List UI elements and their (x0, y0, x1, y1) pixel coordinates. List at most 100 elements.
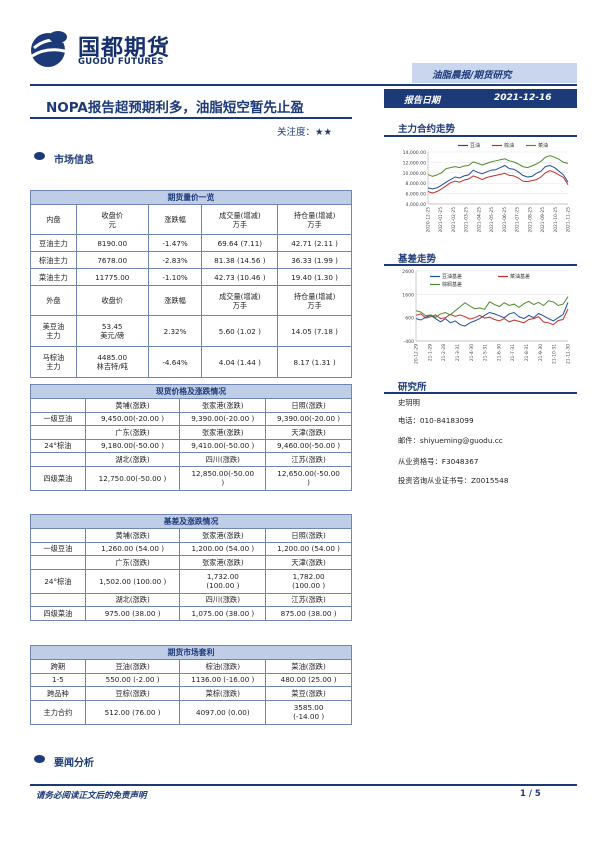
x-tick-label: 2020-12-25 (426, 207, 432, 233)
table-cell: 日照(涨跌) (265, 398, 352, 413)
table-cell: 36.33 (1.99 ) (277, 251, 352, 269)
row-label (30, 592, 86, 607)
table-cell: 张家港(涨跌) (179, 555, 267, 570)
table-cell: 42.73 (10.46 ) (201, 268, 279, 286)
y-tick-label: 4,000.00 (406, 202, 427, 208)
futures-trend-chart: 14,000.00 12,000.00 10,000.00 8,000.00 6,000… (403, 142, 572, 233)
table-cell: 江苏(涨跌) (265, 452, 352, 467)
table-cell: 12,650.00(-50.00 ) (265, 465, 352, 491)
table-cell: 棕油(涨跌) (179, 659, 267, 674)
table-cell: -1.47% (147, 234, 203, 252)
date-label: 报告日期 (404, 96, 441, 106)
table-cell: 9,390.00(-20.00 ) (179, 411, 267, 426)
table-cell: 广东(涨跌) (84, 425, 181, 440)
x-tick-label: 21-2-28 (441, 344, 447, 361)
footer-disclaimer: 请务必阅读正文后的免责声明 (36, 791, 147, 801)
y-tick-label: 8,000.00 (406, 181, 427, 187)
table-header: 涨跌幅 (147, 204, 203, 235)
table-cell: 4485.00 林吉特/吨 (75, 346, 149, 378)
basis-table-title: 基差及涨跌情况 (30, 514, 352, 529)
date-bar: 报告日期 2021-12-16 (384, 89, 577, 108)
news-title: 要闻分析 (54, 758, 94, 769)
table-cell: 张家港(涨跌) (179, 398, 267, 413)
table-cell: 9,410.00(-50.00 ) (179, 438, 267, 453)
table-cell: 张家港(涨跌) (179, 528, 267, 543)
table-header: 外盘 (30, 285, 77, 316)
table-cell: 1,502.00 (100.00 ) (84, 568, 181, 594)
page-title: NOPA报告超预期利多，油脂短空暂先止盈 (46, 100, 304, 116)
table-header: 持仓量(增减) 万手 (277, 285, 352, 316)
table-cell: 53.45 美元/磅 (75, 315, 149, 347)
row-label (30, 425, 86, 440)
table-cell: 四川(涨跌) (179, 592, 267, 607)
table-cell: 69.64 (7.11) (201, 234, 279, 252)
y-tick-label: 2600 (402, 269, 414, 275)
table-cell: 菜油(涨跌) (265, 659, 352, 674)
table-cell: 8.17 (1.31 ) (277, 346, 352, 378)
y-tick-label: 600 (405, 316, 414, 322)
title-rule (30, 117, 352, 119)
table-cell: 2.32% (147, 315, 203, 347)
series-line (415, 308, 569, 326)
table-header: 涨跌幅 (147, 285, 203, 316)
table-cell: 日照(涨跌) (265, 528, 352, 543)
table-cell: 12,850.00(-50.00 ) (179, 465, 267, 491)
table-header: 内盘 (30, 204, 77, 235)
row-label: 24°棕油 (30, 568, 86, 594)
x-tick-label: 2021-11-25 (566, 207, 572, 233)
table-cell: 8190.00 (75, 234, 149, 252)
table-header: 收盘价 元 (75, 204, 149, 235)
table-cell: 1,260.00 (54.00 ) (84, 541, 181, 556)
table-cell: 棕油主力 (30, 251, 77, 269)
x-tick-label: 21-5-31 (483, 344, 489, 361)
table-cell: 天津(涨跌) (265, 555, 352, 570)
y-tick-label: 12,000.00 (403, 160, 426, 166)
header-rule (30, 84, 577, 86)
x-tick-label: 21-7-31 (510, 344, 516, 361)
sidebar-rule-2 (384, 264, 577, 266)
legend-label: 豆油基差 (442, 273, 462, 280)
table-cell: 550.00 (-2.00 ) (84, 672, 181, 687)
table-cell: 美豆油 主力 (30, 315, 77, 347)
y-tick-label: -400 (404, 339, 415, 345)
table-cell: 975.00 (38.00 ) (84, 606, 181, 621)
row-label: 四级菜油 (30, 606, 86, 621)
row-label: 四级菜油 (30, 465, 86, 491)
x-tick-label: 2021-08-25 (527, 207, 533, 233)
market-info-title: 市场信息 (54, 155, 94, 166)
row-label (30, 528, 86, 543)
table-cell: 豆油主力 (30, 234, 77, 252)
series-line (427, 164, 569, 190)
analyst-phone: 电话：010-84183099 (398, 416, 474, 425)
table-cell: 广东(涨跌) (84, 555, 181, 570)
row-label (30, 555, 86, 570)
legend-label: 棕油 (504, 142, 514, 149)
table-cell: -4.64% (147, 346, 203, 378)
sidebar-rule-3 (384, 392, 577, 394)
x-tick-label: 21-11-30 (566, 344, 572, 364)
row-label: 24°棕油 (30, 438, 86, 453)
arb-table-title: 期货市场套利 (30, 645, 352, 660)
sidebar-rule-1 (384, 135, 577, 137)
x-tick-label: 21-3-31 (455, 344, 461, 361)
attention-rating: 关注度：★★ (277, 127, 333, 138)
table-cell: 1136.00 (-16.00 ) (179, 672, 267, 687)
report-type: 油脂晨报/期货研究 (432, 70, 512, 81)
table-cell: 湖北(涨跌) (84, 592, 181, 607)
research-title: 研究所 (398, 382, 427, 393)
report-date: 2021-12-16 (494, 93, 552, 103)
globe-logo-icon (31, 31, 69, 67)
basis-table: 基差及涨跌情况 黄埔(涨跌) 张家港(涨跌) 日照(涨跌) 一级豆油 1,260.00 … (30, 514, 352, 621)
table-header: 收盘价 (75, 285, 149, 316)
x-tick-label: 2021-01-25 (438, 207, 444, 233)
row-label: 跨品种 (30, 686, 86, 701)
spot-price-table: 现货价格及涨跌情况 黄埔(涨跌) 张家港(涨跌) 日照(涨跌) 一级豆油 9,450.0… (30, 384, 352, 491)
x-tick-label: 21-9-30 (538, 344, 544, 361)
x-tick-label: 21-8-31 (524, 344, 530, 361)
table-cell: 1,782.00 (100.00 ) (265, 568, 352, 594)
table-cell: 湖北(涨跌) (84, 452, 181, 467)
brand-name-cn: 国都期货 (78, 36, 171, 61)
table-cell: 4.04 (1.44 ) (201, 346, 279, 378)
table-cell: 豆油(涨跌) (84, 659, 181, 674)
x-tick-label: 2021-02-25 (451, 207, 457, 233)
